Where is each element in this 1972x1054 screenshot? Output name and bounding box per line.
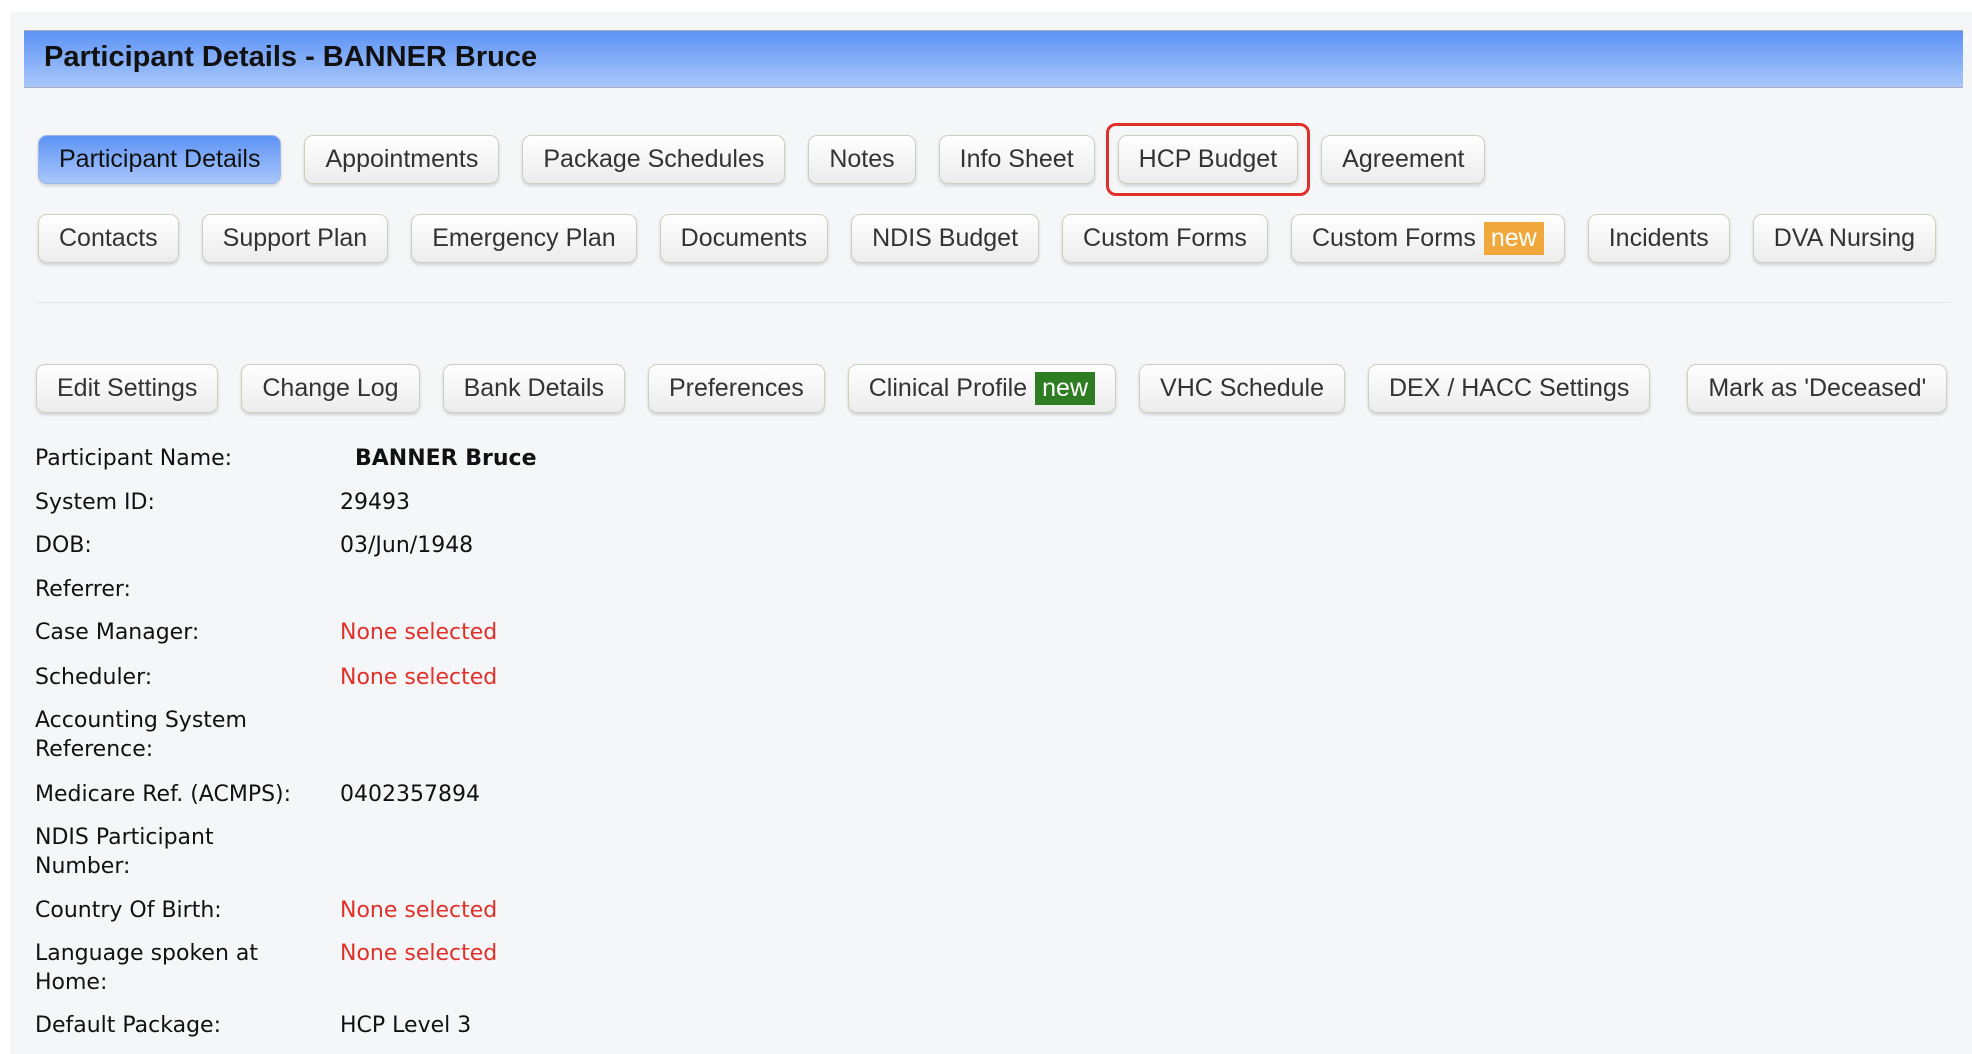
tab-contacts[interactable]: Contacts [38, 214, 179, 263]
tab-info-sheet[interactable]: Info Sheet [938, 135, 1095, 184]
page-background [10, 12, 1972, 1054]
field-label: Default Package: [35, 1013, 221, 1038]
clinical-profile-button[interactable]: Clinical Profile new [847, 364, 1117, 413]
tab-custom-forms[interactable]: Custom Forms [1062, 214, 1268, 263]
page-header: Participant Details - BANNER Bruce [24, 30, 1963, 88]
field-label: Language spoken at Home: [35, 941, 258, 995]
tab-support-plan[interactable]: Support Plan [201, 214, 389, 263]
divider [36, 302, 1951, 303]
tab-hcp-budget[interactable]: HCP Budget [1117, 135, 1299, 184]
tab-custom-forms-new[interactable]: Custom Forms new [1290, 214, 1565, 263]
tab-ndis-budget[interactable]: NDIS Budget [851, 214, 1040, 263]
tab-participant-details[interactable]: Participant Details [38, 135, 282, 184]
field-label: Accounting System Reference: [35, 708, 247, 762]
field-label: Scheduler: [35, 665, 153, 690]
field-label: System ID: [35, 490, 155, 515]
tab-emergency-plan[interactable]: Emergency Plan [411, 214, 637, 263]
bank-details-button[interactable]: Bank Details [442, 364, 625, 413]
dob-value: 03/Jun/1948 [340, 533, 474, 558]
field-label: DOB: [35, 533, 92, 558]
tab-incidents[interactable]: Incidents [1587, 214, 1730, 263]
tab-notes[interactable]: Notes [808, 135, 916, 184]
vhc-schedule-button[interactable]: VHC Schedule [1139, 364, 1345, 413]
new-badge: new [1483, 222, 1544, 255]
tab-documents[interactable]: Documents [659, 214, 829, 263]
medicare-ref-value: 0402357894 [340, 782, 480, 807]
tab-appointments[interactable]: Appointments [304, 135, 500, 184]
case-manager-value: None selected [340, 620, 498, 645]
highlight-box: HCP Budget [1105, 123, 1311, 196]
language-value: None selected [340, 941, 498, 966]
field-label: Medicare Ref. (ACMPS): [35, 782, 292, 807]
tab-package-schedules[interactable]: Package Schedules [522, 135, 786, 184]
preferences-button[interactable]: Preferences [647, 364, 825, 413]
field-label: Participant Name: [35, 446, 233, 471]
system-id-value: 29493 [340, 490, 410, 515]
change-log-button[interactable]: Change Log [241, 364, 420, 413]
field-label: NDIS Participant Number: [35, 825, 214, 879]
page-title: Participant Details - BANNER Bruce [44, 41, 538, 73]
tab-label: Custom Forms [1311, 224, 1476, 252]
field-label: Country Of Birth: [35, 898, 222, 923]
participant-name-value: BANNER Bruce [355, 446, 537, 471]
field-label: Referrer: [35, 577, 131, 602]
new-badge: new [1035, 372, 1096, 405]
mark-deceased-button[interactable]: Mark as 'Deceased' [1687, 364, 1948, 413]
tab-agreement[interactable]: Agreement [1321, 135, 1486, 184]
scheduler-value: None selected [340, 665, 498, 690]
tab-dva-nursing[interactable]: DVA Nursing [1752, 214, 1937, 263]
country-of-birth-value: None selected [340, 898, 498, 923]
button-label: Clinical Profile [868, 374, 1028, 402]
edit-settings-button[interactable]: Edit Settings [36, 364, 219, 413]
field-label: Case Manager: [35, 620, 200, 645]
default-package-value: HCP Level 3 [340, 1013, 472, 1038]
dex-hacc-settings-button[interactable]: DEX / HACC Settings [1368, 364, 1651, 413]
